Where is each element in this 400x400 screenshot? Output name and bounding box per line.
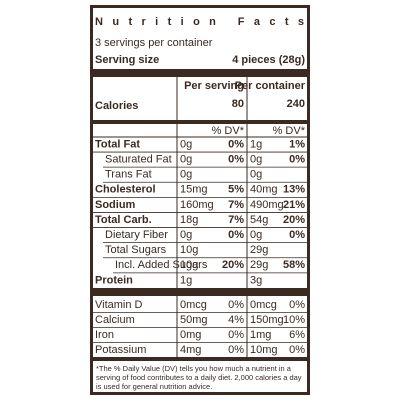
container-dv: 1% <box>289 138 305 150</box>
nutrient-name: Protein <box>95 274 133 286</box>
container-dv: 0% <box>289 344 305 356</box>
nutrient-name: Dietary Fiber <box>105 229 168 241</box>
medium-rule <box>93 120 307 124</box>
dv-header: % DV* <box>273 125 306 137</box>
container-amount: 0g <box>250 169 262 181</box>
container-amount: 40mg <box>250 184 278 196</box>
thick-rule <box>93 69 307 77</box>
container-dv: 13% <box>283 184 305 196</box>
serving-dv: 0% <box>228 329 244 341</box>
container-amount: 1mg <box>250 329 271 341</box>
column-header: Per serving <box>184 80 244 92</box>
serving-dv: 5% <box>228 184 244 196</box>
container-dv: 0% <box>289 154 305 166</box>
container-amount: 150mg <box>250 314 284 326</box>
serving-dv: 0% <box>228 154 244 166</box>
serving-amount: 0g <box>180 229 192 241</box>
container-amount: 3g <box>250 274 262 286</box>
serving-dv: 7% <box>228 214 244 226</box>
container-amount: 29g <box>250 259 268 271</box>
dv-header: % DV* <box>212 125 245 137</box>
calories-container: 240 <box>287 98 305 110</box>
nutrient-name: Iron <box>95 329 114 341</box>
serving-amount: 10g <box>180 244 198 256</box>
nutrient-name: Total Carb. <box>95 214 152 226</box>
calories-serving: 80 <box>232 98 244 110</box>
column-header: Per container <box>235 80 306 92</box>
serving-size-label: Serving size <box>95 54 159 66</box>
serving-amount: 0mg <box>180 329 201 341</box>
servings: 3 servings per container <box>95 37 213 49</box>
container-dv: 6% <box>289 329 305 341</box>
serving-amount: 1g <box>180 274 192 286</box>
nutrient-name: Vitamin D <box>95 299 143 311</box>
container-amount: 54g <box>250 214 268 226</box>
container-dv: 0% <box>289 229 305 241</box>
serving-dv: 0% <box>228 229 244 241</box>
container-amount: 10mg <box>250 344 278 356</box>
serving-dv: 0% <box>228 138 244 150</box>
footnote: *The % Daily Value (DV) tells you how mu… <box>96 364 302 391</box>
container-dv: 10% <box>283 314 305 326</box>
serving-amount: 0mcg <box>180 299 207 311</box>
container-amount: 0g <box>250 229 262 241</box>
serving-dv: 0% <box>228 299 244 311</box>
calories-label: Calories <box>95 100 138 112</box>
serving-amount: 160mg <box>180 199 214 211</box>
container-amount: 0mcg <box>250 299 277 311</box>
nutrient-name: Total Sugars <box>105 244 167 256</box>
serving-amount: 0g <box>180 154 192 166</box>
serving-dv: 4% <box>228 314 244 326</box>
medium-rule <box>93 357 307 361</box>
serving-amount: 10g <box>180 259 198 271</box>
serving-amount: 50mg <box>180 314 208 326</box>
nutrient-name: Cholesterol <box>95 184 156 196</box>
container-amount: 29g <box>250 244 268 256</box>
serving-amount: 0g <box>180 169 192 181</box>
nutrient-name: Incl. Added Sugars <box>115 259 208 271</box>
serving-amount: 4mg <box>180 344 201 356</box>
container-amount: 1g <box>250 138 262 150</box>
serving-amount: 0g <box>180 138 192 150</box>
serving-dv: 7% <box>228 199 244 211</box>
serving-amount: 18g <box>180 214 198 226</box>
container-dv: 20% <box>283 214 305 226</box>
serving-size-value: 4 pieces (28g) <box>232 54 305 66</box>
container-amount: 490mg <box>250 199 284 211</box>
container-dv: 58% <box>283 259 305 271</box>
nutrient-name: Calcium <box>95 314 135 326</box>
nutrient-name: Trans Fat <box>105 169 152 181</box>
nutrient-name: Sodium <box>95 199 136 211</box>
container-dv: 21% <box>283 199 305 211</box>
container-amount: 0g <box>250 154 262 166</box>
thick-rule <box>93 288 307 296</box>
serving-dv: 20% <box>222 259 244 271</box>
serving-amount: 15mg <box>180 184 208 196</box>
nutrient-name: Total Fat <box>95 138 140 150</box>
container-dv: 0% <box>289 299 305 311</box>
nutrient-name: Potassium <box>95 344 146 356</box>
serving-dv: 0% <box>228 344 244 356</box>
nutrient-name: Saturated Fat <box>105 154 172 166</box>
